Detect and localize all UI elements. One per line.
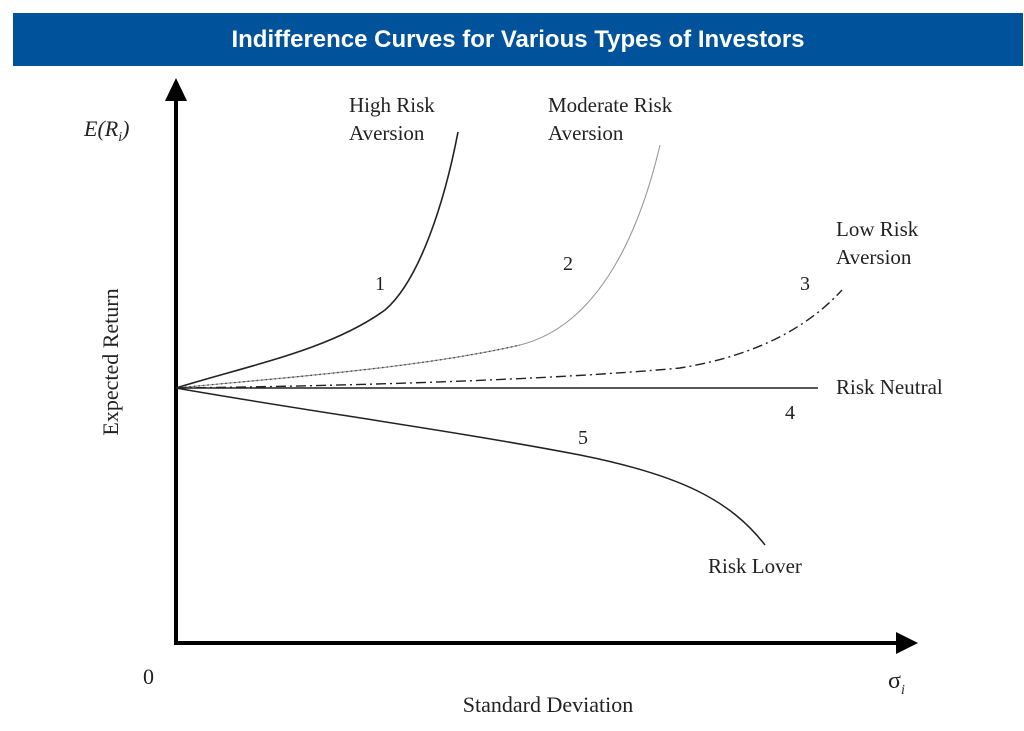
chart-title: Indifference Curves for Various Types of…	[13, 13, 1023, 66]
series-3-number: 3	[800, 273, 810, 295]
series-2-name-line1: Moderate Risk	[548, 93, 673, 117]
series-5-number: 5	[578, 427, 588, 449]
y-axis-symbol-subscript: i	[118, 130, 122, 145]
x-axis-arrowhead	[896, 632, 918, 654]
curve-1-high-risk-aversion	[175, 131, 459, 389]
origin-label: 0	[143, 664, 154, 689]
y-axis-label: Expected Return	[98, 288, 123, 435]
series-1-number: 1	[375, 273, 385, 295]
y-axis-symbol-main: E(R	[83, 116, 119, 141]
series-3-name-line1: Low Risk	[836, 217, 919, 241]
series-1-name-line1: High Risk	[349, 93, 435, 117]
x-axis-symbol-main: σ	[888, 668, 901, 694]
series-1-name-line2: Aversion	[349, 121, 425, 145]
series-4-name: Risk Neutral	[836, 375, 943, 399]
y-axis-symbol: E(Ri)	[83, 116, 129, 145]
series-3-name-line2: Aversion	[836, 245, 912, 269]
y-axis-symbol-close: )	[120, 116, 129, 141]
curve-3-low-risk-aversion	[175, 289, 843, 389]
x-axis-label: Standard Deviation	[463, 692, 633, 717]
series-4-number: 4	[785, 402, 795, 424]
curve-2-moderate-risk-aversion	[175, 144, 661, 389]
x-axis-symbol: σi	[888, 668, 905, 698]
series-5-name: Risk Lover	[708, 554, 802, 578]
x-axis-symbol-subscript: i	[901, 683, 905, 698]
y-axis-arrowhead	[165, 78, 187, 101]
series-2-name-line2: Aversion	[548, 121, 624, 145]
curve-2-dotted-overlay	[175, 344, 521, 389]
curve-5-risk-lover	[175, 387, 766, 546]
series-2-number: 2	[563, 253, 573, 275]
